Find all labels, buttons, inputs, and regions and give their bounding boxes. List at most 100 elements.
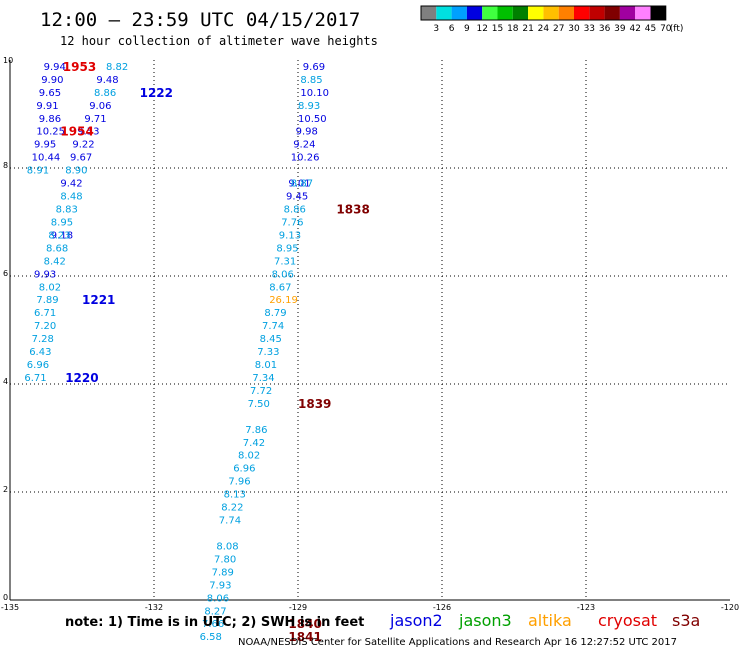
- scale-label: 36: [599, 24, 611, 34]
- data-point-label: 6.71: [34, 308, 56, 319]
- data-point-label: 9.01: [288, 179, 310, 190]
- data-point-label: 8.85: [300, 75, 322, 86]
- data-point-label: 8.27: [204, 606, 226, 617]
- data-point-label: 8.06: [207, 593, 229, 604]
- data-point-label: 9.18: [51, 230, 73, 241]
- data-point-label: 9.94: [44, 62, 66, 73]
- scale-label: 30: [568, 24, 580, 34]
- data-point-label: 6.43: [29, 347, 51, 358]
- x-tick-label: -129: [289, 603, 307, 612]
- data-point-label: 7.89: [212, 567, 234, 578]
- data-point-label: 6.71: [24, 373, 46, 384]
- time-annotation: 1841: [288, 630, 321, 644]
- x-tick-label: -120: [721, 603, 739, 612]
- scale-label: 39: [614, 24, 626, 34]
- scale-label: 18: [507, 24, 519, 34]
- page-title: 12:00 — 23:59 UTC 04/15/2017: [40, 9, 360, 31]
- data-point-label: 9.93: [34, 269, 56, 280]
- data-point-label: 7.80: [214, 554, 236, 565]
- data-point-label: 9.67: [70, 153, 92, 164]
- data-point-label: 9.98: [296, 127, 318, 138]
- data-point-label: 9.91: [36, 101, 58, 112]
- footer-note: note: 1) Time is in UTC; 2) SWH is in fe…: [65, 615, 364, 630]
- data-point-label: 9.65: [39, 88, 61, 99]
- axes: -135 -132 -129 -126 -123 -120 0 2 4 6 8 10: [1, 56, 739, 612]
- scale-label: 33: [584, 24, 595, 34]
- data-point-label: 26.19: [269, 295, 298, 306]
- data-point-label: 7.74: [219, 516, 241, 527]
- scale-swatch: [482, 6, 498, 20]
- y-tick-label: 4: [3, 377, 8, 386]
- data-point-label: 9.24: [293, 140, 315, 151]
- time-annotation: 1222: [140, 86, 173, 100]
- data-point-label: 7.86: [245, 425, 267, 436]
- data-point-label: 7.93: [209, 580, 231, 591]
- scale-swatch: [497, 6, 513, 20]
- legend-item-jason3: jason3: [458, 611, 512, 630]
- data-point-label: 9.45: [286, 192, 308, 203]
- y-tick-label: 10: [3, 56, 13, 65]
- data-point-label: 9.22: [72, 140, 94, 151]
- scale-swatch: [558, 6, 574, 20]
- data-point-label: 8.42: [44, 256, 66, 267]
- data-point-label: 10.26: [291, 153, 320, 164]
- x-tick-label: -123: [577, 603, 595, 612]
- data-point-label: 7.96: [228, 477, 250, 488]
- data-point-label: 8.02: [39, 282, 61, 293]
- data-point-label: 9.13: [279, 230, 301, 241]
- data-point-label: 6.96: [27, 360, 49, 371]
- scale-label: 15: [492, 24, 503, 34]
- data-point-label: 8.91: [27, 166, 49, 177]
- data-point-label: 8.95: [51, 217, 73, 228]
- scale-label: 27: [553, 24, 564, 34]
- data-point-label: 7.50: [248, 399, 270, 410]
- data-point-label: 10.10: [300, 88, 329, 99]
- y-tick-label: 2: [3, 485, 8, 494]
- x-tick-label: -132: [145, 603, 163, 612]
- x-tick-label: -135: [1, 603, 19, 612]
- legend-item-jason2: jason2: [389, 611, 443, 630]
- data-point-label: 7.28: [32, 334, 54, 345]
- data-point-label: 9.48: [96, 75, 118, 86]
- data-point-label: 6.96: [233, 464, 255, 475]
- data-point-label: 8.86: [94, 88, 116, 99]
- data-point-label: 8.67: [269, 282, 291, 293]
- data-point-label: 7.34: [252, 373, 274, 384]
- data-point-label: 8.87: [291, 179, 313, 190]
- data-point-label: 10.25: [36, 127, 65, 138]
- time-annotation: 1953: [63, 60, 96, 74]
- data-point-label: 8.93: [298, 101, 320, 112]
- y-tick-label: 8: [3, 161, 8, 170]
- scale-label: 12: [476, 24, 487, 34]
- data-point-label: 8.79: [264, 308, 286, 319]
- data-point-label: 7.76: [281, 217, 303, 228]
- scale-label: 9: [464, 24, 470, 34]
- data-point-label: 9.86: [39, 114, 61, 125]
- color-scale: 3 6 9 12 15 18 21 24 27 30 33 36 39 42 45 70(ft): [420, 5, 683, 34]
- data-point-label: 7.89: [36, 295, 58, 306]
- scale-label: 24: [538, 24, 550, 34]
- data-point-label: 10.44: [32, 153, 61, 164]
- time-annotation: 1220: [65, 371, 98, 385]
- data-point-label: 8.02: [238, 451, 260, 462]
- data-point-label: 8.83: [56, 205, 78, 216]
- scale-swatch: [466, 6, 483, 20]
- legend-item-s3a: s3a: [672, 611, 700, 630]
- footer-credit: NOAA/NESDIS Center for Satellite Applica…: [238, 637, 677, 648]
- time-annotation: 1221: [82, 293, 115, 307]
- data-point-label: 8.22: [221, 503, 243, 514]
- data-labels: 9.94 9.90 9.65 9.91 9.86 10.25 9.95 10.44 9.48 9.…: [24, 60, 369, 644]
- time-annotation: 1838: [336, 203, 369, 217]
- data-point-label: 8.86: [284, 205, 306, 216]
- time-annotation: 1839: [298, 397, 331, 411]
- data-point-label: 8.06: [272, 269, 294, 280]
- x-tick-label: -126: [433, 603, 451, 612]
- data-point-label: 7.33: [257, 347, 279, 358]
- data-point-label: 8.45: [260, 334, 282, 345]
- data-point-label: 9.90: [41, 75, 63, 86]
- data-point-label: 8.01: [255, 360, 277, 371]
- data-point-label: 8.68: [46, 243, 68, 254]
- scale-swatch: [436, 6, 452, 20]
